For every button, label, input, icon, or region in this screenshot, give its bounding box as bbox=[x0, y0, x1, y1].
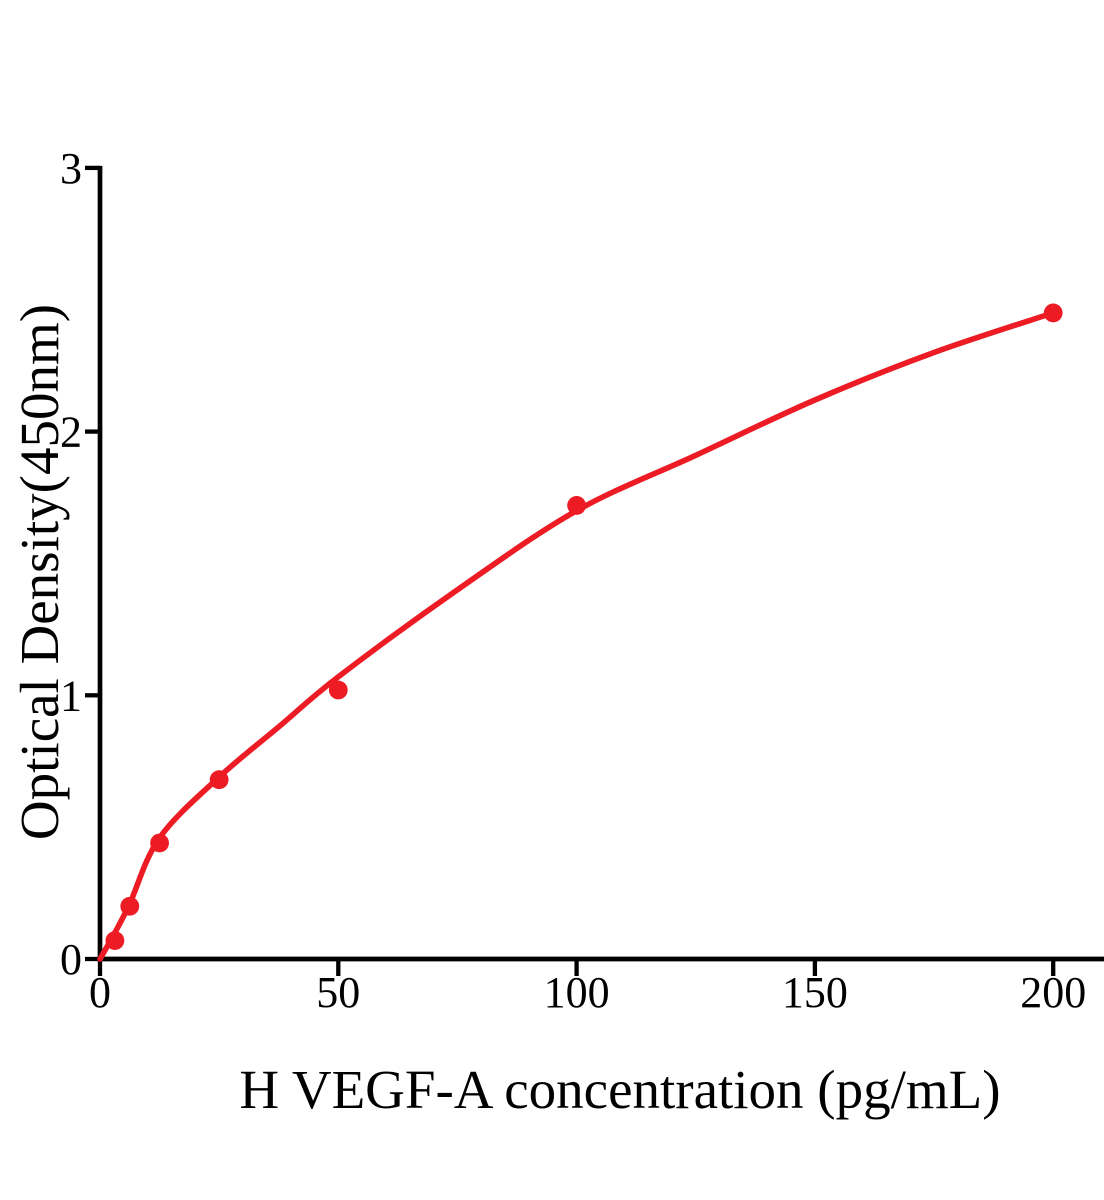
axis-tick-labels: 0 1 2 3 0 50 100 150 200 bbox=[60, 144, 1086, 1017]
axis-ticks bbox=[85, 165, 1056, 976]
x-tick-label: 0 bbox=[89, 968, 111, 1017]
y-tick-label: 2 bbox=[60, 408, 82, 457]
data-point bbox=[328, 680, 348, 700]
fitted-curve-path bbox=[97, 310, 1056, 962]
x-tick-label: 200 bbox=[1020, 968, 1086, 1017]
plot-series bbox=[97, 303, 1063, 962]
y-tick-label: 1 bbox=[60, 671, 82, 720]
axes bbox=[97, 165, 1104, 962]
x-tick-label: 100 bbox=[544, 968, 610, 1017]
x-tick-label: 150 bbox=[782, 968, 848, 1017]
y-axis-title: Optical Density(450nm) bbox=[9, 304, 70, 840]
x-axis-title: H VEGF-A concentration (pg/mL) bbox=[239, 1059, 1000, 1120]
x-tick-label: 50 bbox=[316, 968, 360, 1017]
y-tick-label: 0 bbox=[60, 935, 82, 984]
y-tick-label: 3 bbox=[60, 144, 82, 193]
